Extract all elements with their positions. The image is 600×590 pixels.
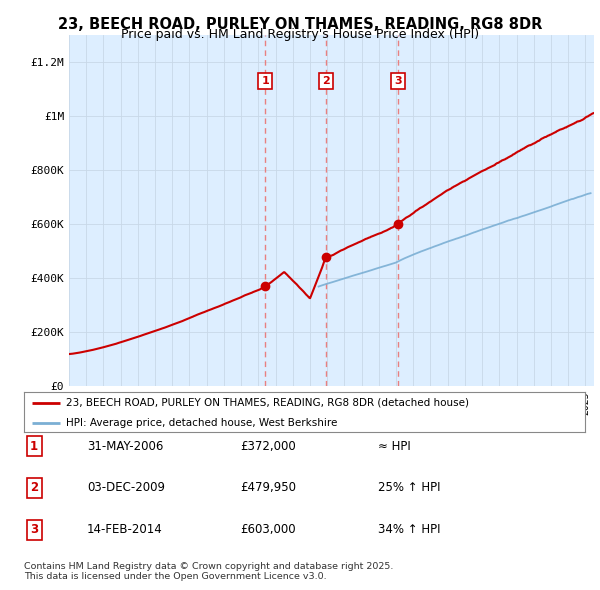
Text: 03-DEC-2009: 03-DEC-2009: [87, 481, 165, 494]
Text: £479,950: £479,950: [240, 481, 296, 494]
Text: 1: 1: [30, 440, 38, 453]
Text: Price paid vs. HM Land Registry's House Price Index (HPI): Price paid vs. HM Land Registry's House …: [121, 28, 479, 41]
Text: 14-FEB-2014: 14-FEB-2014: [87, 523, 163, 536]
Text: 2: 2: [30, 481, 38, 494]
Text: £372,000: £372,000: [240, 440, 296, 453]
Text: 25% ↑ HPI: 25% ↑ HPI: [378, 481, 440, 494]
Text: ≈ HPI: ≈ HPI: [378, 440, 411, 453]
Text: £603,000: £603,000: [240, 523, 296, 536]
Text: 3: 3: [30, 523, 38, 536]
Text: HPI: Average price, detached house, West Berkshire: HPI: Average price, detached house, West…: [66, 418, 337, 428]
Text: 34% ↑ HPI: 34% ↑ HPI: [378, 523, 440, 536]
Text: Contains HM Land Registry data © Crown copyright and database right 2025.
This d: Contains HM Land Registry data © Crown c…: [24, 562, 394, 581]
Text: 3: 3: [394, 76, 402, 86]
Text: 31-MAY-2006: 31-MAY-2006: [87, 440, 163, 453]
Text: 23, BEECH ROAD, PURLEY ON THAMES, READING, RG8 8DR (detached house): 23, BEECH ROAD, PURLEY ON THAMES, READIN…: [66, 398, 469, 408]
Text: 2: 2: [322, 76, 329, 86]
Text: 1: 1: [262, 76, 269, 86]
Text: 23, BEECH ROAD, PURLEY ON THAMES, READING, RG8 8DR: 23, BEECH ROAD, PURLEY ON THAMES, READIN…: [58, 17, 542, 31]
